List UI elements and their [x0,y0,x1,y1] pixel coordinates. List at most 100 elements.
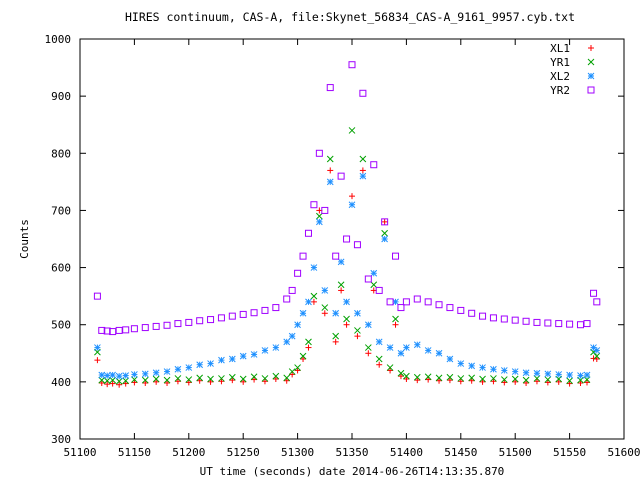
y-tick-label: 300 [51,433,71,446]
data-point [593,352,601,360]
data-point [283,295,291,303]
data-point [584,379,591,386]
data-point [457,375,465,382]
data-point [490,378,497,385]
data-point [468,362,476,370]
data-point [288,368,296,375]
data-point [310,264,318,271]
data-point [337,281,345,289]
data-point [337,172,345,180]
data-point [511,375,519,383]
y-axis-label: Counts [18,219,31,259]
data-point [370,161,378,169]
data-point [533,369,541,377]
data-point [98,326,106,334]
data-point [424,298,432,306]
data-point [300,356,307,362]
data-point [141,324,149,332]
data-point [343,315,350,323]
legend-marker [587,72,595,80]
data-point [500,315,508,323]
data-point [566,371,573,379]
data-point [424,373,432,381]
data-point [174,320,182,328]
data-point [131,379,138,386]
data-point [501,379,508,386]
data-point [289,371,296,378]
data-point [109,328,117,336]
data-point [321,287,329,294]
data-point [152,375,160,383]
x-tick-label: 51400 [390,446,423,459]
data-point [446,304,454,312]
data-point [583,371,591,379]
data-point [468,374,476,382]
data-point [446,373,454,381]
data-point [196,374,204,382]
x-tick-label: 51300 [281,446,314,459]
data-point [299,352,307,360]
data-point [174,378,181,385]
data-point [316,212,323,220]
data-point [207,378,214,385]
data-point [593,356,600,362]
data-point [332,252,340,260]
data-point [109,371,116,379]
data-point [131,376,138,383]
data-point [414,377,421,384]
data-point [196,361,204,369]
data-point [435,301,443,309]
data-point [251,376,258,383]
data-point [98,371,106,379]
data-point [425,376,432,383]
data-point [555,320,563,328]
data-point [261,306,269,314]
data-point [523,380,530,386]
data-point [131,371,138,378]
data-point [228,312,236,320]
data-point [326,178,334,186]
data-point [315,149,323,157]
y-tick-label: 700 [51,204,71,217]
data-point [375,355,383,363]
data-point [239,375,247,383]
data-point [93,292,101,300]
data-point [583,320,591,328]
data-point [109,376,116,384]
data-point [386,344,394,351]
data-point [566,377,573,385]
data-point [218,378,225,385]
data-point [397,304,405,312]
data-point [196,317,204,325]
data-point [577,372,584,379]
data-point [359,172,367,180]
data-point [354,327,361,334]
data-point [435,374,443,382]
x-tick-label: 51100 [63,446,96,459]
data-point [250,373,258,381]
data-points [93,61,601,388]
data-point [375,338,383,346]
data-point [370,269,378,277]
data-point [479,378,486,385]
data-point [512,378,519,385]
data-point [305,344,312,351]
data-point [288,286,296,294]
legend-label: XL2 [550,70,570,83]
data-point [115,326,123,334]
data-point [304,229,312,237]
data-point [228,355,236,363]
data-point [115,377,123,385]
x-tick-label: 51250 [227,446,260,459]
data-point [413,295,421,303]
data-point [424,347,432,354]
data-point [349,193,355,200]
data-point [163,321,171,329]
data-point [468,309,476,317]
x-axis: 51100 51150 51200 51250 51300 51350 51400 51450… [63,39,640,459]
data-point [294,321,301,329]
data-point [239,310,247,318]
legend-marker [587,86,595,94]
